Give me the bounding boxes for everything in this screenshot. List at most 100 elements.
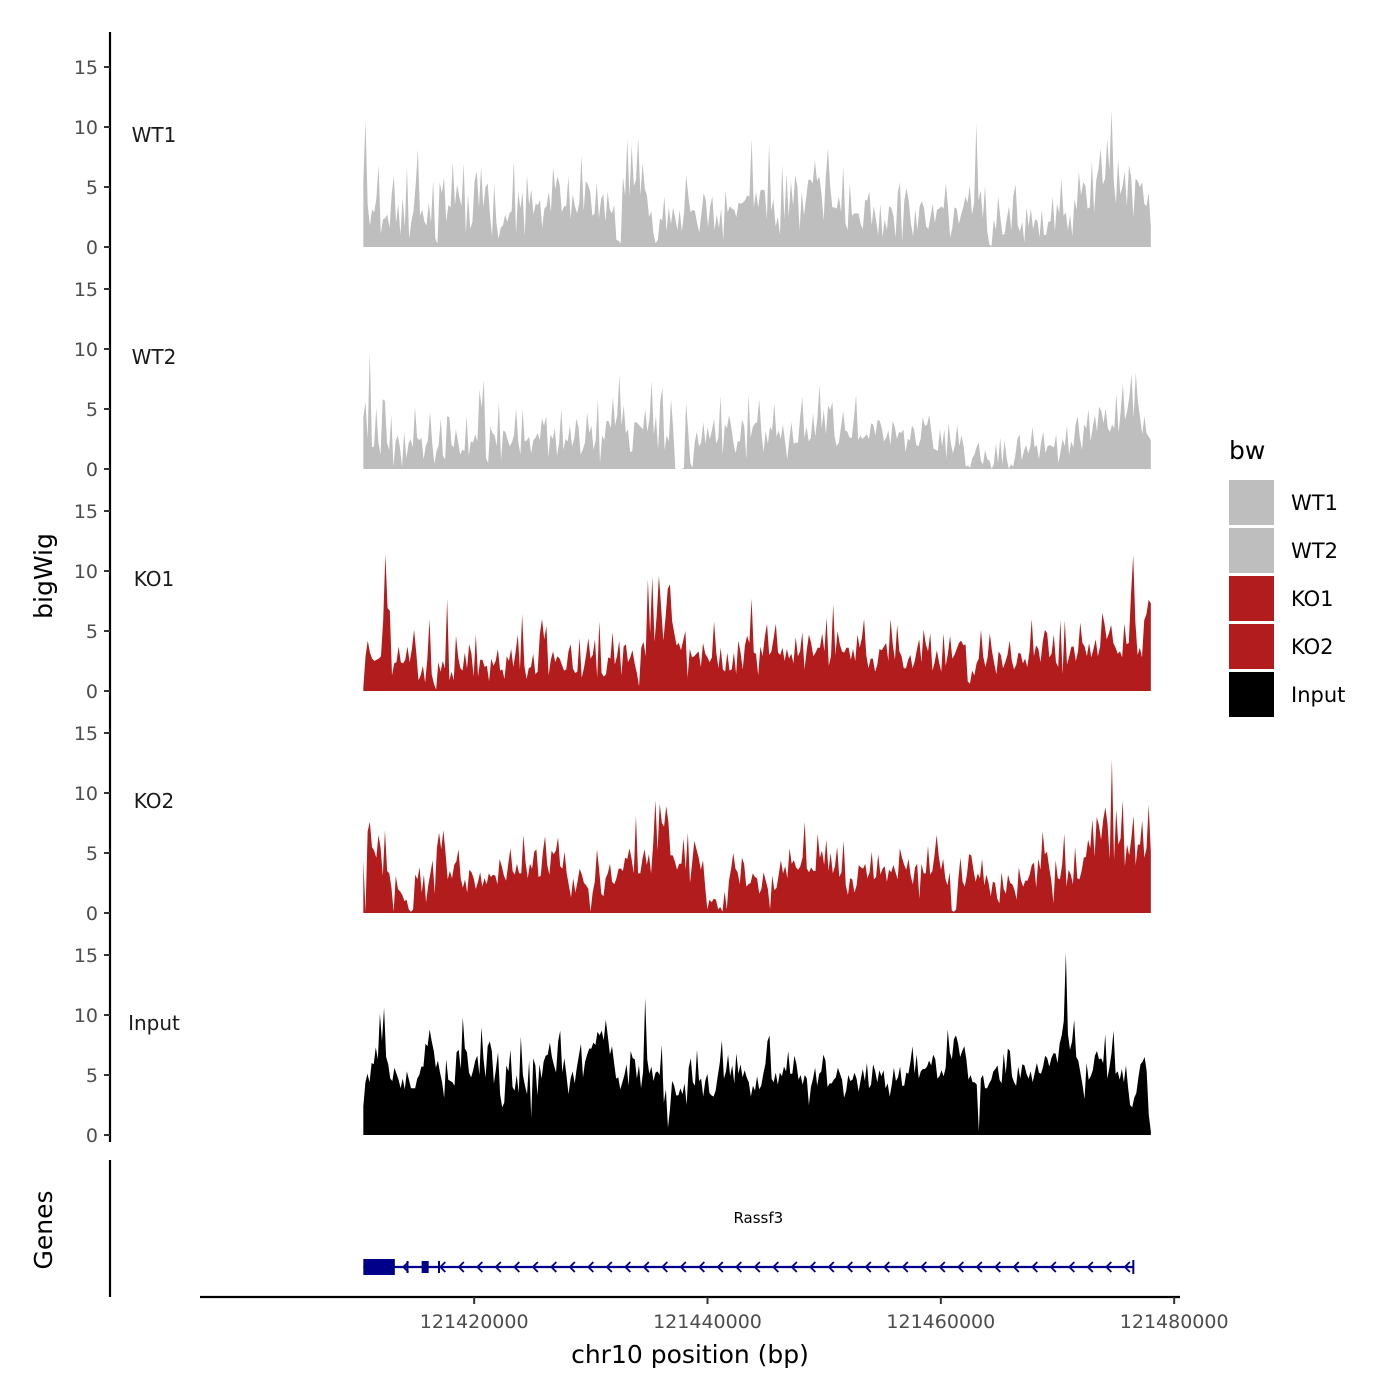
legend-swatch-input [1229, 672, 1274, 717]
strand-arrow [605, 1261, 613, 1273]
track-ko2: 0 5 10 15 KO2 [74, 698, 1151, 925]
strand-arrow [698, 1261, 705, 1273]
x-tick-label-121440000: 121440000 [653, 1311, 762, 1333]
legend-entry-wt2: WT2 [1229, 528, 1338, 573]
legend-label-ko2: KO2 [1291, 635, 1334, 659]
strand-arrow [476, 1261, 483, 1273]
strand-arrow [1086, 1261, 1094, 1273]
y-tick-label-wt1-5: 5 [86, 177, 98, 199]
strand-arrow [920, 1261, 927, 1273]
strand-arrow [883, 1261, 890, 1273]
track-label-wt1: WT1 [132, 123, 177, 147]
y-tick-label-wt2-15: 15 [74, 279, 98, 301]
track-ko1: 0 5 10 15 KO1 [74, 476, 1151, 703]
strand-arrow [790, 1261, 798, 1273]
legend-entry-input: Input [1229, 672, 1345, 717]
y-tick-label-ko1-5: 5 [86, 621, 98, 643]
y-tick-label-wt2-5: 5 [86, 399, 98, 421]
legend-entry-ko2: KO2 [1229, 624, 1334, 669]
exon-4 [438, 1261, 440, 1273]
legend-label-input: Input [1291, 683, 1345, 707]
strand-arrow [1068, 1261, 1075, 1273]
strand-arrow [1049, 1261, 1057, 1273]
y-tick-label-input-0: 0 [86, 1125, 98, 1147]
track-label-wt2: WT2 [132, 345, 177, 369]
strand-arrow [568, 1261, 576, 1273]
strand-arrow [439, 1261, 446, 1273]
x-tick-label-121480000: 121480000 [1120, 1311, 1229, 1333]
legend-label-ko1: KO1 [1291, 587, 1334, 611]
legend-swatch-wt2 [1229, 528, 1274, 573]
strand-arrow [624, 1261, 631, 1273]
y-tick-label-input-5: 5 [86, 1065, 98, 1087]
coverage-area-wt2 [363, 351, 1151, 469]
y-axis-title: bigWig [29, 533, 58, 619]
legend-label-wt2: WT2 [1291, 539, 1338, 563]
strand-arrow [550, 1261, 557, 1273]
strand-arrow [679, 1261, 687, 1273]
strand-arrow [901, 1261, 909, 1273]
track-wt2: 0 5 10 15 WT2 [74, 254, 1151, 481]
strand-arrow [994, 1261, 1001, 1273]
strand-arrow [809, 1261, 816, 1273]
y-tick-label-ko2-5: 5 [86, 843, 98, 865]
y-tick-label-wt1-0: 0 [86, 237, 98, 259]
y-tick-label-ko1-10: 10 [74, 561, 98, 583]
y-tick-label-ko2-10: 10 [74, 783, 98, 805]
legend: bw WT1 WT2 KO1 KO2 Input [1229, 436, 1345, 717]
coverage-area-input [363, 952, 1151, 1135]
strand-arrow [1105, 1261, 1112, 1273]
strand-arrow [531, 1261, 539, 1273]
y-tick-label-input-10: 10 [74, 1005, 98, 1027]
coverage-area-ko1 [363, 554, 1151, 691]
gene-rassf3: Rassf3 [363, 1209, 1135, 1275]
legend-title: bw [1229, 436, 1265, 465]
strand-arrow [975, 1261, 983, 1273]
y-tick-label-ko1-0: 0 [86, 681, 98, 703]
exon-1 [363, 1259, 395, 1275]
coverage-tracks: 0 5 10 15 WT1 0 5 10 15 WT2 0 5 10 15 KO1 0 5 10 15 KO2 0 5 10… [74, 32, 1151, 1147]
strand-arrow [772, 1261, 779, 1273]
strand-arrow [642, 1261, 650, 1273]
y-tick-label-ko1-15: 15 [74, 501, 98, 523]
y-tick-label-ko2-15: 15 [74, 723, 98, 745]
strand-arrow [513, 1261, 520, 1273]
x-axis-title: chr10 position (bp) [571, 1340, 809, 1369]
track-label-ko2: KO2 [134, 789, 175, 813]
track-wt1: 0 5 10 15 WT1 [74, 32, 1151, 259]
legend-swatch-ko2 [1229, 624, 1274, 669]
gene-label-rassf3: Rassf3 [733, 1209, 783, 1227]
x-tick-label-121460000: 121460000 [886, 1311, 995, 1333]
strand-arrow [753, 1261, 761, 1273]
strand-arrow [957, 1261, 964, 1273]
strand-arrow [1012, 1261, 1020, 1273]
legend-swatch-ko1 [1229, 576, 1274, 621]
strand-arrow [457, 1261, 465, 1273]
x-tick-label-121420000: 121420000 [420, 1311, 529, 1333]
strand-arrow [1123, 1261, 1131, 1273]
track-input: 0 5 10 15 Input [74, 920, 1151, 1147]
y-tick-label-wt1-15: 15 [74, 57, 98, 79]
y-tick-label-wt2-0: 0 [86, 459, 98, 481]
exon-3 [421, 1261, 429, 1273]
y-tick-label-input-15: 15 [74, 945, 98, 967]
strand-arrow [716, 1261, 724, 1273]
gene-track-title: Genes [29, 1190, 58, 1269]
legend-label-wt1: WT1 [1291, 491, 1338, 515]
strand-arrow [938, 1261, 946, 1273]
legend-swatch-wt1 [1229, 480, 1274, 525]
y-tick-label-ko2-0: 0 [86, 903, 98, 925]
legend-entry-wt1: WT1 [1229, 480, 1338, 525]
coverage-area-wt1 [363, 110, 1151, 247]
gene-track: Genes Rassf3 [29, 1160, 1135, 1297]
strand-arrow [587, 1261, 594, 1273]
strand-arrow [494, 1261, 502, 1273]
strand-arrow [661, 1261, 668, 1273]
strand-arrow [827, 1261, 835, 1273]
strand-arrow [735, 1261, 742, 1273]
legend-entry-ko1: KO1 [1229, 576, 1334, 621]
y-tick-label-wt1-10: 10 [74, 117, 98, 139]
strand-arrow [1031, 1261, 1038, 1273]
